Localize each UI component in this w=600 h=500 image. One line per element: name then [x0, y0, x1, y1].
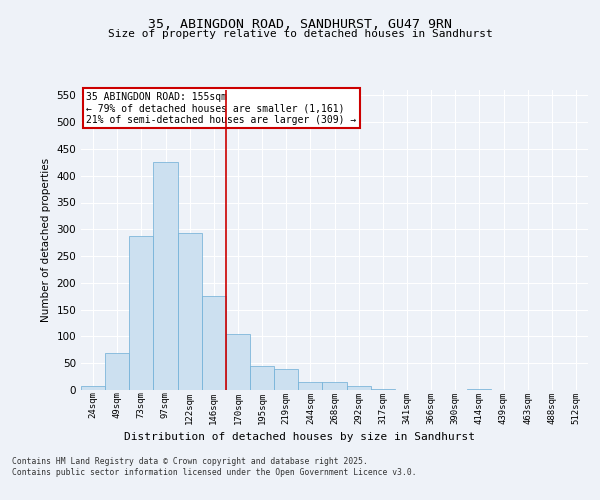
Text: 35, ABINGDON ROAD, SANDHURST, GU47 9RN: 35, ABINGDON ROAD, SANDHURST, GU47 9RN	[148, 18, 452, 30]
Text: Contains HM Land Registry data © Crown copyright and database right 2025.
Contai: Contains HM Land Registry data © Crown c…	[12, 458, 416, 477]
Text: Distribution of detached houses by size in Sandhurst: Distribution of detached houses by size …	[125, 432, 476, 442]
Bar	[347, 386, 371, 390]
Text: Size of property relative to detached houses in Sandhurst: Size of property relative to detached ho…	[107, 29, 493, 39]
Bar	[81, 386, 105, 390]
Bar	[298, 382, 322, 390]
Bar	[129, 236, 154, 390]
Bar	[202, 296, 226, 390]
Bar	[154, 162, 178, 390]
Bar	[226, 334, 250, 390]
Bar	[250, 366, 274, 390]
Bar	[105, 352, 129, 390]
Y-axis label: Number of detached properties: Number of detached properties	[41, 158, 51, 322]
Bar	[178, 233, 202, 390]
Text: 35 ABINGDON ROAD: 155sqm
← 79% of detached houses are smaller (1,161)
21% of sem: 35 ABINGDON ROAD: 155sqm ← 79% of detach…	[86, 92, 356, 124]
Bar	[322, 382, 347, 390]
Bar	[274, 368, 298, 390]
